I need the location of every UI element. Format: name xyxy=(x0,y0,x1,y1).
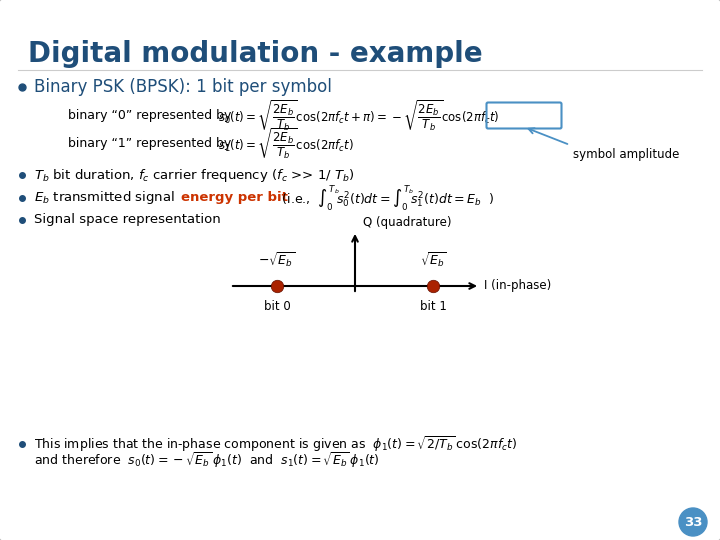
Text: symbol amplitude: symbol amplitude xyxy=(573,148,680,161)
Text: Signal space representation: Signal space representation xyxy=(34,213,221,226)
Circle shape xyxy=(679,508,707,536)
Text: Binary PSK (BPSK): 1 bit per symbol: Binary PSK (BPSK): 1 bit per symbol xyxy=(34,78,332,96)
Text: I (in-phase): I (in-phase) xyxy=(484,280,552,293)
Text: bit 1: bit 1 xyxy=(420,300,446,313)
Text: Q (quadrature): Q (quadrature) xyxy=(363,216,451,229)
Text: (i.e.,  $\int_0^{T_b}\! s_0^2(t)dt = \int_0^{T_b}\! s_1^2(t)dt =E_b$  ): (i.e., $\int_0^{T_b}\! s_0^2(t)dt = \int… xyxy=(278,183,494,213)
Text: binary “0” represented by: binary “0” represented by xyxy=(68,110,231,123)
Text: $-\sqrt{E_b}$: $-\sqrt{E_b}$ xyxy=(258,251,296,270)
Text: and therefore  $s_0(t) = -\sqrt{E_b}\,\phi_1(t)$  and  $s_1(t) = \sqrt{E_b}\,\ph: and therefore $s_0(t) = -\sqrt{E_b}\,\ph… xyxy=(34,450,379,470)
Text: Digital modulation - example: Digital modulation - example xyxy=(28,40,482,68)
Text: $E_b$ transmitted signal: $E_b$ transmitted signal xyxy=(34,190,176,206)
Text: binary “1” represented by: binary “1” represented by xyxy=(68,138,231,151)
Text: $\sqrt{E_b}$: $\sqrt{E_b}$ xyxy=(420,251,446,270)
Text: bit 0: bit 0 xyxy=(264,300,290,313)
Text: energy per bit: energy per bit xyxy=(181,192,288,205)
Text: $T_b$ bit duration, $f_c$ carrier frequency ($f_c$ >> 1/ $T_b$): $T_b$ bit duration, $f_c$ carrier freque… xyxy=(34,166,355,184)
Text: $s_0(t) = \sqrt{\dfrac{2E_b}{T_b}}\cos(2\pi f_c t+\pi) = -\sqrt{\dfrac{2E_b}{T_b: $s_0(t) = \sqrt{\dfrac{2E_b}{T_b}}\cos(2… xyxy=(218,99,500,133)
Text: $s_1(t) = \sqrt{\dfrac{2E_b}{T_b}}\cos(2\pi f_c t)$: $s_1(t) = \sqrt{\dfrac{2E_b}{T_b}}\cos(2… xyxy=(218,127,354,161)
Text: This implies that the in-phase component is given as  $\phi_1(t) = \sqrt{2/T_b}\: This implies that the in-phase component… xyxy=(34,434,518,454)
Text: 33: 33 xyxy=(684,516,702,529)
